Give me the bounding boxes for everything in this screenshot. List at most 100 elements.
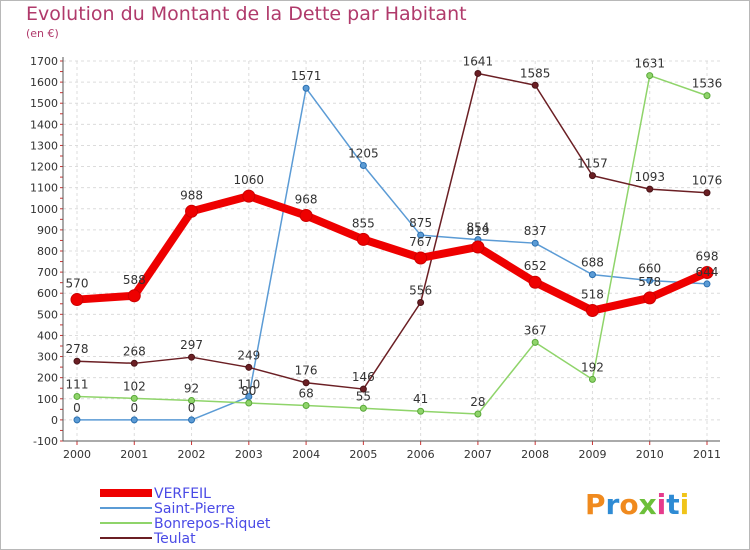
y-tick-label: 600	[37, 287, 58, 300]
data-point-teulat	[474, 69, 482, 77]
data-point-bonrepos-riquet	[302, 402, 310, 410]
y-tick-label: 200	[37, 372, 58, 385]
y-axis-ticks: -100 0 100 200 300 400 500 600 700 800 900 1000 1100…	[30, 55, 58, 448]
data-label-bonrepos-riquet: 41	[413, 392, 428, 406]
legend-label-saint-pierre: Saint-Pierre	[154, 501, 235, 517]
data-label-teulat: 1076	[692, 174, 723, 188]
data-point-saint-pierre	[188, 416, 196, 424]
data-point-teulat	[646, 185, 654, 193]
x-tick-label: 2010	[636, 448, 664, 461]
data-point-bonrepos-riquet	[531, 338, 539, 346]
chart-title: Evolution du Montant de la Dette par Hab…	[26, 3, 467, 25]
chart-subtitle: (en €)	[26, 27, 59, 40]
legend-label-bonrepos-riquet: Bonrepos-Riquet	[154, 516, 271, 532]
data-point-bonrepos-riquet	[417, 407, 425, 415]
legend-label-verfeil: VERFEIL	[154, 486, 211, 502]
y-tick-label: 300	[37, 351, 58, 364]
data-label-saint-pierre: 644	[696, 265, 719, 279]
data-label-bonrepos-riquet: 367	[524, 323, 547, 337]
data-point-teulat	[531, 81, 539, 89]
data-point-verfeil	[185, 204, 199, 218]
data-label-teulat: 1157	[577, 157, 608, 171]
data-label-teulat: 1641	[463, 54, 494, 68]
data-point-bonrepos-riquet	[73, 392, 81, 400]
logo-letter: o	[619, 488, 639, 521]
data-point-verfeil	[127, 289, 141, 303]
x-axis-ticks: 2000 2001 2002 2003 2004 2005 2006 2007 2008 2009…	[63, 448, 721, 461]
logo-letter: x	[638, 488, 657, 521]
y-tick-label: 1500	[30, 97, 58, 110]
data-point-saint-pierre	[531, 239, 539, 247]
data-point-saint-pierre	[417, 231, 425, 239]
data-label-teulat: 176	[295, 364, 318, 378]
y-tick-label: 1000	[30, 203, 58, 216]
data-point-verfeil	[585, 304, 599, 318]
data-label-verfeil: 1060	[234, 173, 265, 187]
legend-label-teulat: Teulat	[153, 531, 196, 547]
data-point-saint-pierre	[302, 84, 310, 92]
data-label-teulat: 146	[352, 370, 375, 384]
data-label-teulat: 1093	[634, 170, 665, 184]
data-point-saint-pierre	[73, 416, 81, 424]
data-point-teulat	[73, 357, 81, 365]
y-tick-label: 1100	[30, 182, 58, 195]
data-point-bonrepos-riquet	[646, 72, 654, 80]
data-point-saint-pierre	[703, 280, 711, 288]
y-tick-label: 1200	[30, 161, 58, 174]
y-tick-label: 100	[37, 393, 58, 406]
logo-letter: P	[585, 488, 606, 521]
series-line-teulat	[76, 72, 708, 390]
data-label-verfeil: 767	[409, 235, 432, 249]
data-point-teulat	[588, 172, 596, 180]
data-point-bonrepos-riquet	[703, 92, 711, 100]
x-tick-label: 2004	[292, 448, 320, 461]
data-point-verfeil	[299, 209, 313, 223]
x-tick-label: 2006	[407, 448, 435, 461]
y-tick-label: 0	[51, 414, 58, 427]
data-label-bonrepos-riquet: 1536	[692, 77, 723, 91]
data-point-bonrepos-riquet	[359, 404, 367, 412]
data-label-bonrepos-riquet: 192	[581, 360, 604, 374]
y-tick-label: 500	[37, 308, 58, 321]
y-tick-label: 1600	[30, 76, 58, 89]
data-label-teulat: 297	[180, 338, 203, 352]
data-label-verfeil: 570	[66, 277, 89, 291]
data-label-bonrepos-riquet: 1631	[634, 57, 665, 71]
data-label-saint-pierre: 0	[130, 401, 138, 415]
data-point-teulat	[245, 363, 253, 371]
data-point-teulat	[130, 359, 138, 367]
data-label-saint-pierre: 110	[237, 378, 260, 392]
data-label-teulat: 1585	[520, 66, 551, 80]
data-label-verfeil: 819	[466, 224, 489, 238]
series-line-verfeil	[73, 192, 711, 315]
data-label-bonrepos-riquet: 28	[470, 395, 485, 409]
y-tick-label: -100	[33, 435, 58, 448]
data-point-saint-pierre	[130, 416, 138, 424]
data-label-verfeil: 968	[295, 193, 318, 207]
y-tick-label: 800	[37, 245, 58, 258]
data-label-verfeil: 988	[180, 188, 203, 202]
x-tick-label: 2005	[349, 448, 377, 461]
data-label-verfeil: 518	[581, 288, 604, 302]
data-label-bonrepos-riquet: 92	[184, 381, 199, 395]
data-point-teulat	[302, 379, 310, 387]
x-tick-label: 2007	[464, 448, 492, 461]
data-point-verfeil	[643, 291, 657, 305]
axes	[60, 57, 720, 445]
series-line-saint-pierre	[76, 87, 708, 421]
data-point-bonrepos-riquet	[588, 375, 596, 383]
data-label-bonrepos-riquet: 80	[241, 384, 256, 398]
series-lines	[70, 69, 714, 424]
data-point-bonrepos-riquet	[130, 394, 138, 402]
y-tick-label: 700	[37, 266, 58, 279]
data-point-teulat	[359, 385, 367, 393]
data-point-verfeil	[356, 232, 370, 246]
data-point-verfeil	[471, 240, 485, 254]
data-point-teulat	[703, 189, 711, 197]
data-label-bonrepos-riquet: 111	[66, 377, 89, 391]
data-label-verfeil: 588	[123, 273, 146, 287]
y-tick-label: 1300	[30, 139, 58, 152]
